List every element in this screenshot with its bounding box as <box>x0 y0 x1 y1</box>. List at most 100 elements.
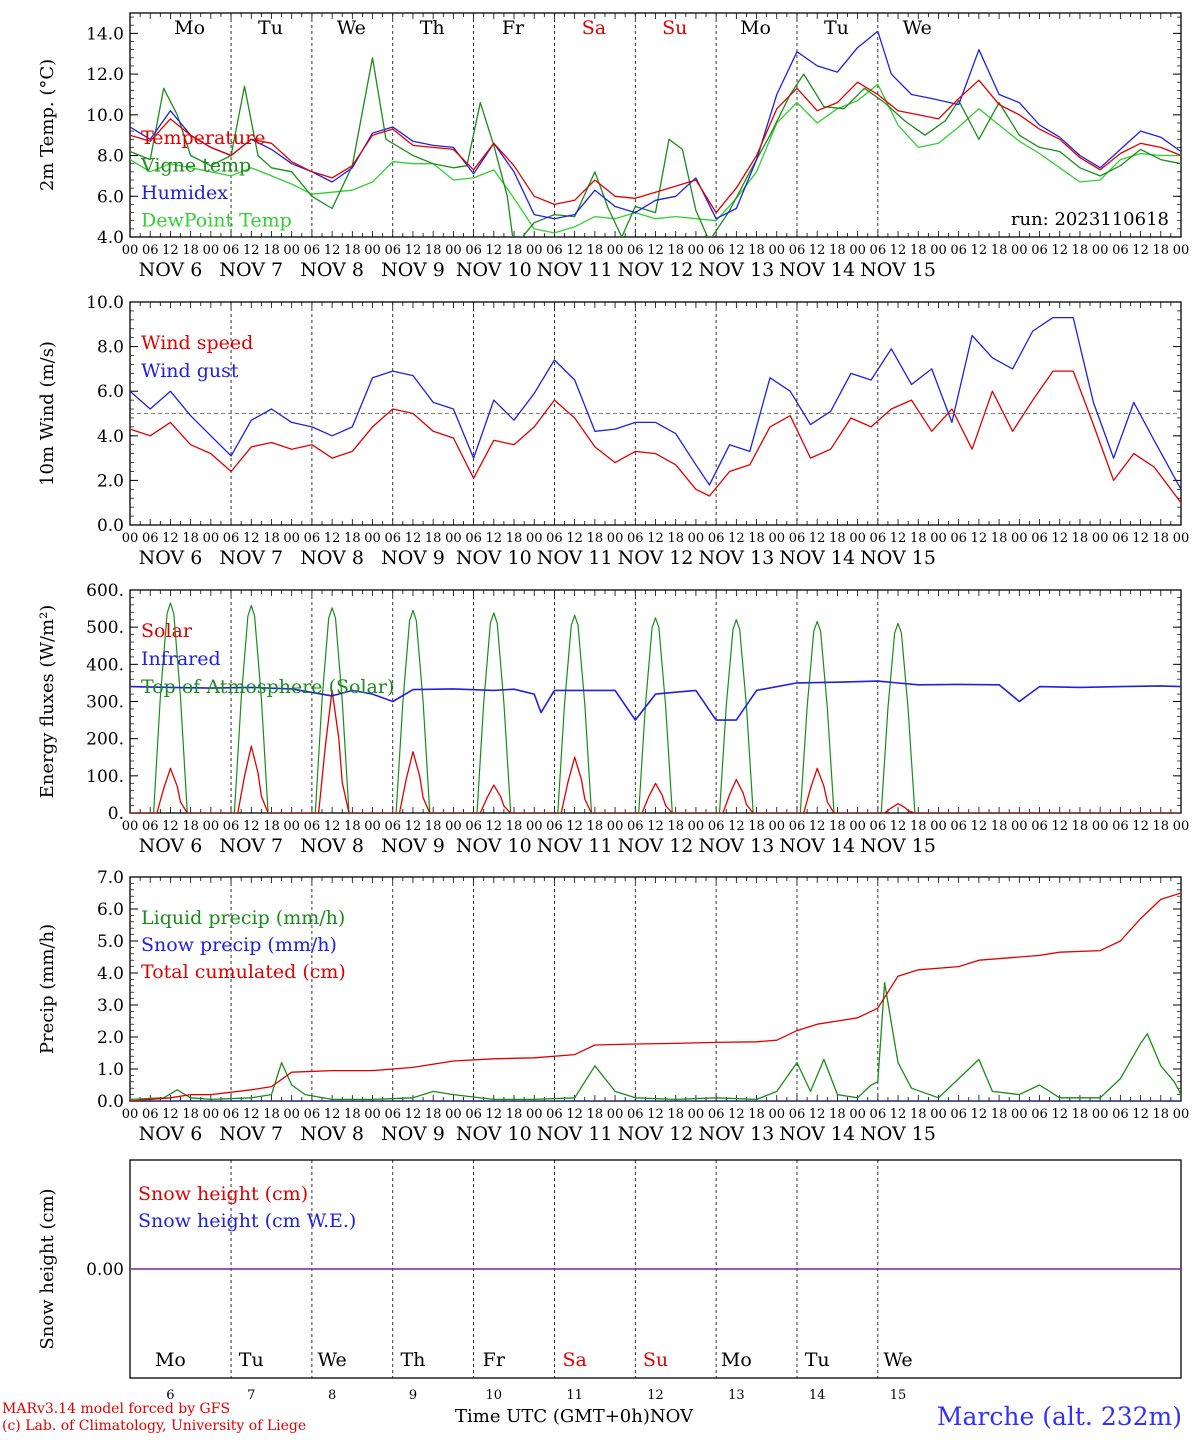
hour-tick-label: 00 <box>930 819 947 834</box>
hour-tick-label: 06 <box>465 531 482 546</box>
date-label: NOV 13 <box>698 547 774 569</box>
y-tick-label: 8.0 <box>97 338 124 358</box>
hour-tick-label: 18 <box>344 243 361 258</box>
hour-tick-label: 06 <box>142 243 159 258</box>
hour-tick-label: 18 <box>344 1107 361 1122</box>
hour-tick-label: 18 <box>1072 531 1089 546</box>
hour-tick-label: 12 <box>486 243 503 258</box>
hour-tick-label: 12 <box>162 531 179 546</box>
hour-tick-label: 06 <box>627 243 644 258</box>
hour-tick-label: 06 <box>789 819 806 834</box>
hour-tick-label: 18 <box>910 531 927 546</box>
hour-tick-label: 06 <box>950 819 967 834</box>
y-tick-label: 3.0 <box>97 996 124 1016</box>
y-axis-title: Snow height (cm) <box>37 1188 58 1349</box>
legend-entry: Humidex <box>141 182 228 204</box>
hour-tick-label: 12 <box>324 243 341 258</box>
hour-tick-label: 06 <box>546 1107 563 1122</box>
y-tick-label: 4.0 <box>97 427 124 447</box>
date-label: NOV 15 <box>860 835 936 857</box>
date-label: NOV 7 <box>219 547 283 569</box>
hour-tick-label: 00 <box>1092 531 1109 546</box>
y-tick-label: 1.0 <box>97 1060 124 1080</box>
hour-tick-label: 18 <box>667 1107 684 1122</box>
hour-tick-label: 18 <box>425 1107 442 1122</box>
hour-tick-label: 12 <box>647 819 664 834</box>
hour-tick-label: 00 <box>445 531 462 546</box>
date-label: NOV 8 <box>300 547 364 569</box>
y-tick-label: 300. <box>86 693 124 713</box>
hour-tick-label: 00 <box>1011 531 1028 546</box>
hour-tick-label: 00 <box>1092 819 1109 834</box>
y-tick-label: 400. <box>86 655 124 675</box>
series-line <box>130 30 1181 220</box>
y-tick-label: 7.0 <box>97 868 124 888</box>
hour-tick-label: 12 <box>890 243 907 258</box>
hour-tick-label: 00 <box>526 819 543 834</box>
hour-tick-label: 06 <box>870 243 887 258</box>
day-number: 10 <box>486 1388 503 1403</box>
legend-entry: Snow precip (mm/h) <box>141 934 337 956</box>
date-label: NOV 11 <box>537 547 613 569</box>
hour-tick-label: 12 <box>405 243 422 258</box>
hour-tick-label: 18 <box>1153 243 1170 258</box>
date-label: NOV 10 <box>456 835 532 857</box>
day-name: Tu <box>258 17 283 39</box>
hour-tick-label: 12 <box>1132 819 1149 834</box>
date-label: NOV 11 <box>537 259 613 281</box>
legend-entry: Vigne temp <box>140 155 251 177</box>
hour-tick-label: 12 <box>809 819 826 834</box>
hour-tick-label: 06 <box>708 1107 725 1122</box>
hour-tick-label: 18 <box>829 1107 846 1122</box>
hour-tick-label: 00 <box>283 1107 300 1122</box>
hour-tick-label: 18 <box>748 1107 765 1122</box>
day-name: Tu <box>239 1349 264 1371</box>
y-axis-title: Energy fluxes (W/m²) <box>37 605 58 799</box>
day-name: Su <box>662 17 687 39</box>
y-tick-label: 12.0 <box>86 65 124 85</box>
hour-tick-label: 12 <box>890 531 907 546</box>
hour-tick-label: 18 <box>182 531 199 546</box>
hour-tick-label: 12 <box>405 819 422 834</box>
y-tick-label: 10.0 <box>86 106 124 126</box>
hour-tick-label: 18 <box>829 819 846 834</box>
panel-frame <box>129 12 1182 238</box>
series-line <box>130 680 1181 721</box>
hour-tick-label: 18 <box>425 243 442 258</box>
hour-tick-label: 00 <box>203 1107 220 1122</box>
hour-tick-label: 18 <box>829 243 846 258</box>
hour-tick-label: 18 <box>1072 1107 1089 1122</box>
hour-tick-label: 06 <box>627 531 644 546</box>
y-tick-label: 4.0 <box>97 228 124 248</box>
hour-tick-label: 06 <box>627 1107 644 1122</box>
hour-tick-label: 00 <box>526 243 543 258</box>
hour-tick-label: 06 <box>465 243 482 258</box>
series-line <box>130 57 1181 237</box>
day-number: 15 <box>890 1388 907 1403</box>
hour-tick-label: 06 <box>708 243 725 258</box>
hour-tick-label: 06 <box>789 531 806 546</box>
hour-tick-label: 00 <box>526 531 543 546</box>
y-tick-label: 100. <box>86 767 124 787</box>
legend-entry: Top of Atmosphere (Solar) <box>141 676 394 698</box>
date-label: NOV 12 <box>618 547 694 569</box>
panel-1: 4.0 6.0 8.0 10.0 12.0 14.0 2m Temp. (°C) Mo Tu We… <box>37 12 1189 281</box>
day-number: 14 <box>809 1388 826 1403</box>
hour-tick-label: 06 <box>546 819 563 834</box>
hour-tick-label: 06 <box>708 531 725 546</box>
hour-tick-label: 12 <box>728 531 745 546</box>
hour-tick-label: 12 <box>405 531 422 546</box>
hour-tick-label: 18 <box>667 819 684 834</box>
day-name: We <box>883 1349 912 1371</box>
hour-tick-label: 00 <box>364 819 381 834</box>
date-label: NOV 15 <box>860 547 936 569</box>
hour-tick-label: 06 <box>1031 1107 1048 1122</box>
hour-tick-label: 06 <box>950 1107 967 1122</box>
hour-tick-label: 18 <box>748 243 765 258</box>
hour-tick-label: 00 <box>768 243 785 258</box>
hour-tick-label: 06 <box>384 819 401 834</box>
hour-tick-label: 06 <box>223 1107 240 1122</box>
hour-tick-label: 18 <box>263 243 280 258</box>
y-tick-label: 4.0 <box>97 964 124 984</box>
time-axis-month: NOV <box>649 1406 694 1427</box>
